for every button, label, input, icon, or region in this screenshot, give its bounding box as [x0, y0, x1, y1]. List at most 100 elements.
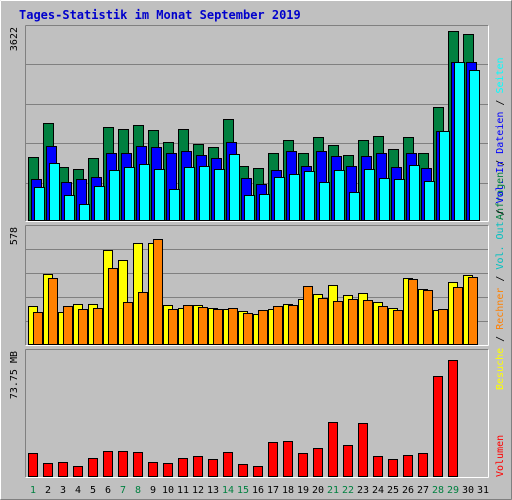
bar-seiten-day-27 [424, 181, 435, 221]
chart-panels: 3622 578 73.75 MB [9, 25, 489, 478]
bar-volumen-day-11 [178, 458, 188, 477]
y-axis-max-label: 3622 [9, 27, 20, 51]
legend-requests-files-pages: Anfragen / Dateien / Seiten [495, 57, 506, 220]
bar-volumen-day-19 [298, 453, 308, 477]
x-tick-label-day-12: 12 [192, 485, 204, 496]
bar-rechner-day-2 [48, 278, 58, 345]
bar-volumen-day-9 [148, 462, 158, 477]
bar-rechner-day-18 [288, 305, 298, 345]
bar-rechner-day-15 [243, 313, 253, 345]
bar-seiten-day-9 [154, 169, 165, 221]
bar-seiten-day-21 [334, 170, 345, 221]
panel-volume: 73.75 MB [9, 349, 489, 478]
bar-volumen-day-15 [238, 464, 248, 477]
legend-entry-volumen: Volumen [495, 435, 506, 477]
legend-entry-seiten: Seiten [495, 57, 506, 93]
bar-volumen-day-12 [193, 456, 203, 477]
bar-seiten-day-14 [229, 154, 240, 221]
y-axis-max-label: 578 [9, 227, 20, 245]
x-tick-label-day-10: 10 [162, 485, 174, 496]
bar-volumen-day-21 [328, 422, 338, 477]
legend-volume: Volumen [495, 435, 506, 477]
bar-rechner-day-4 [78, 309, 88, 345]
bar-volumen-day-26 [403, 455, 413, 477]
bar-volumen-day-3 [58, 462, 68, 477]
bar-rechner-day-1 [33, 312, 43, 345]
x-tick-label-day-4: 4 [75, 485, 81, 496]
x-tick-label-day-3: 3 [60, 485, 66, 496]
x-tick-label-day-6: 6 [105, 485, 111, 496]
bar-volumen-day-20 [313, 448, 323, 477]
bar-rechner-day-19 [303, 286, 313, 345]
bar-rechner-day-21 [333, 301, 343, 345]
x-tick-label-day-26: 26 [402, 485, 414, 496]
bar-volumen-day-17 [268, 442, 278, 477]
bar-volumen-day-6 [103, 451, 113, 477]
bar-volumen-day-22 [343, 445, 353, 477]
x-tick-label-day-14: 14 [222, 485, 234, 496]
bar-volumen-day-1 [28, 453, 38, 477]
series-rechner [33, 239, 478, 345]
x-tick-label-day-31: 31 [477, 485, 489, 496]
x-tick-label-day-23: 23 [357, 485, 369, 496]
x-tick-label-day-5: 5 [90, 485, 96, 496]
bar-seiten-day-15 [244, 195, 255, 221]
bar-seiten-day-29 [454, 62, 465, 221]
bar-seiten-day-1 [34, 187, 45, 221]
bar-seiten-day-3 [64, 195, 75, 221]
x-tick-label-day-1: 1 [30, 485, 36, 496]
bar-seiten-day-8 [139, 164, 150, 221]
x-tick-label-day-20: 20 [312, 485, 324, 496]
bar-rechner-day-10 [168, 309, 178, 345]
bar-seiten-day-12 [199, 166, 210, 221]
x-tick-label-day-7: 7 [120, 485, 126, 496]
bar-seiten-day-13 [214, 169, 225, 221]
bar-seiten-day-17 [274, 177, 285, 221]
legend-entry-besuche: Besuche [495, 348, 506, 390]
bar-seiten-day-18 [289, 174, 300, 221]
bar-rechner-day-17 [273, 306, 283, 345]
bar-seiten-day-25 [394, 179, 405, 221]
bar-rechner-day-20 [318, 298, 328, 345]
legend-entry-vol-in: Vol. In [495, 161, 506, 203]
bar-rechner-day-8 [138, 292, 148, 345]
bar-seiten-day-30 [469, 70, 480, 221]
bar-rechner-day-9 [153, 239, 163, 345]
legend-entry-vol-out: Vol. Out [495, 221, 506, 269]
x-tick-label-day-22: 22 [342, 485, 354, 496]
bar-seiten-day-2 [49, 163, 60, 221]
panel-requests-files-pages: 3622 [9, 25, 489, 222]
bar-seiten-day-10 [169, 189, 180, 221]
bar-volumen-day-23 [358, 423, 368, 477]
bar-volumen-day-10 [163, 463, 173, 477]
bar-volumen-day-14 [223, 452, 233, 477]
x-tick-label-day-19: 19 [297, 485, 309, 496]
bar-volumen-day-29 [448, 360, 458, 477]
bar-volumen-day-2 [43, 463, 53, 477]
series-seiten [34, 62, 480, 221]
bar-volumen-day-24 [373, 456, 383, 477]
bar-rechner-day-11 [183, 305, 193, 345]
bar-volumen-day-13 [208, 459, 218, 477]
legend-separator: / [495, 94, 506, 112]
bar-rechner-day-29 [453, 287, 463, 345]
x-tick-label-day-2: 2 [45, 485, 51, 496]
panel-visits-hosts: 578 [9, 225, 489, 346]
bar-volumen-day-8 [133, 452, 143, 477]
x-tick-label-day-30: 30 [462, 485, 474, 496]
bar-rechner-day-7 [123, 302, 133, 345]
bar-volumen-day-25 [388, 459, 398, 477]
bar-seiten-day-6 [109, 170, 120, 221]
bar-seiten-day-4 [79, 204, 90, 221]
bar-volumen-day-7 [118, 451, 128, 477]
x-tick-label-day-16: 16 [252, 485, 264, 496]
bar-rechner-day-27 [423, 290, 433, 345]
bar-rechner-day-5 [93, 308, 103, 345]
bar-seiten-day-23 [364, 169, 375, 221]
bar-seiten-day-24 [379, 178, 390, 221]
y-axis-max-label: 73.75 MB [9, 351, 20, 399]
bar-rechner-day-3 [63, 306, 73, 345]
x-tick-label-day-21: 21 [327, 485, 339, 496]
bar-rechner-day-30 [468, 277, 478, 345]
